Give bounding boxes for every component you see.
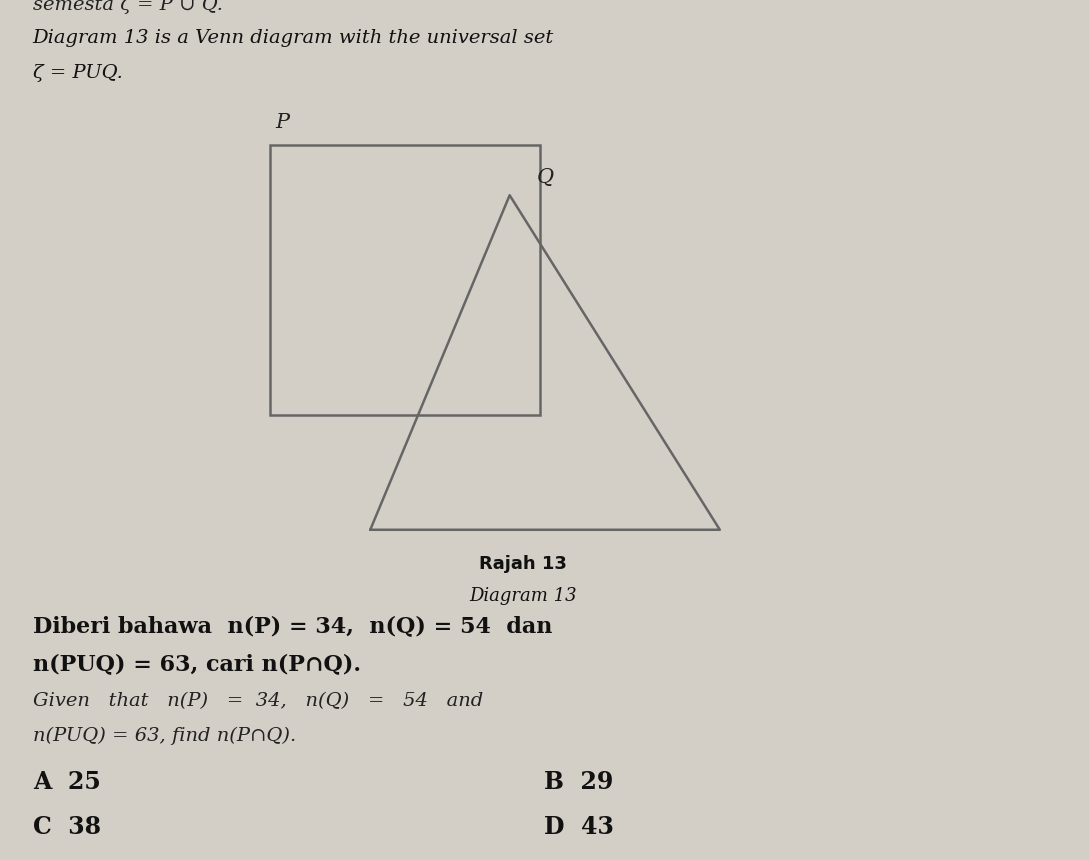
- Bar: [270, 145, 540, 415]
- Text: ζ = PUQ.: ζ = PUQ.: [33, 64, 123, 82]
- Text: Diagram 13: Diagram 13: [469, 587, 576, 605]
- Text: Rajah 13: Rajah 13: [479, 555, 566, 573]
- Text: Q: Q: [537, 168, 554, 187]
- Text: Given   that   n(P)   =  34,   n(Q)   =   54   and: Given that n(P) = 34, n(Q) = 54 and: [33, 692, 482, 710]
- Text: C  38: C 38: [33, 815, 101, 839]
- Text: B  29: B 29: [544, 770, 614, 794]
- Text: Diagram 13 is a Venn diagram with the universal set: Diagram 13 is a Venn diagram with the un…: [33, 29, 554, 47]
- Text: semesta ζ = P ∪ Q.: semesta ζ = P ∪ Q.: [33, 0, 222, 14]
- Text: D  43: D 43: [544, 815, 614, 839]
- Text: n(PUQ) = 63, find n(P∩Q).: n(PUQ) = 63, find n(P∩Q).: [33, 727, 296, 745]
- Text: P: P: [276, 114, 290, 132]
- Text: A  25: A 25: [33, 770, 100, 794]
- Text: n(PUQ) = 63, cari n(P∩Q).: n(PUQ) = 63, cari n(P∩Q).: [33, 654, 360, 676]
- Text: Diberi bahawa  n(P) = 34,  n(Q) = 54  dan: Diberi bahawa n(P) = 34, n(Q) = 54 dan: [33, 615, 552, 637]
